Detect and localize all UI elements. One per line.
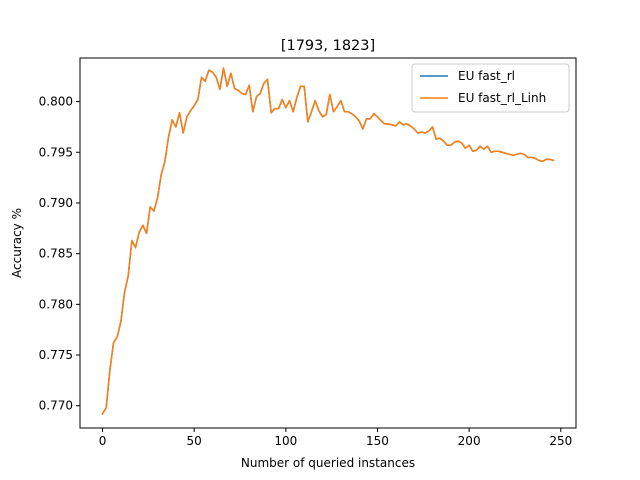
legend-frame [411, 63, 570, 113]
y-tick-label: 0.775 [39, 348, 73, 362]
chart-title: [1793, 1823] [281, 38, 375, 54]
x-tick-label: 200 [458, 434, 481, 448]
y-tick-label: 0.785 [39, 247, 73, 261]
x-axis-label: Number of queried instances [241, 456, 415, 470]
legend-label-eu-fast-rl-linh: EU fast_rl_Linh [458, 91, 546, 105]
x-tick-label: 250 [549, 434, 572, 448]
plot-area [79, 57, 577, 429]
y-tick-label: 0.790 [39, 196, 73, 210]
series-layer [101, 67, 555, 415]
legend-label-eu-fast-rl: EU fast_rl [458, 69, 515, 83]
y-tick-label: 0.780 [39, 297, 73, 311]
y-axis-label: Accuracy % [10, 208, 24, 278]
x-tick-label: 50 [187, 434, 202, 448]
x-tick-label: 0 [99, 434, 107, 448]
series-line-eu-fast-rl-linh [101, 67, 555, 415]
x-tick-label: 100 [274, 434, 297, 448]
y-tick-label: 0.770 [39, 399, 73, 413]
legend: EU fast_rl EU fast_rl_Linh [411, 63, 570, 113]
y-tick-label: 0.795 [39, 145, 73, 159]
x-tick-label: 150 [366, 434, 389, 448]
y-tick-label: 0.800 [39, 95, 73, 109]
y-axis-ticks: 0.770 0.775 0.780 0.785 0.790 0.795 0.800 [39, 95, 80, 413]
x-axis-ticks: 0 50 100 150 200 250 [99, 428, 572, 448]
axes-frame [79, 57, 577, 429]
